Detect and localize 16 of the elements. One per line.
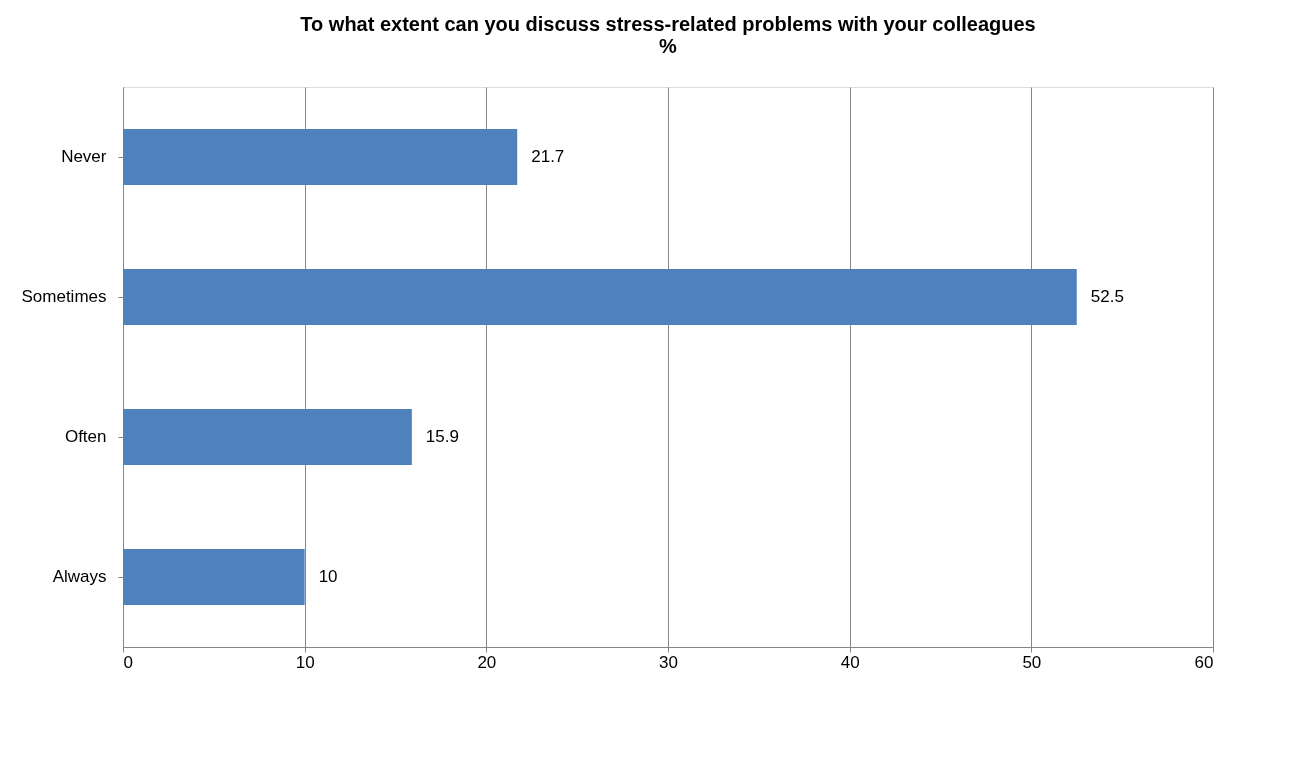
x-tick-label: 40 — [840, 652, 860, 672]
x-tick-label: 20 — [477, 652, 497, 672]
data-label: 10 — [318, 567, 338, 586]
y-tick-label: Never — [61, 147, 107, 166]
y-tick-label: Sometimes — [21, 287, 107, 306]
x-tick-label: 0 — [123, 652, 133, 672]
data-label: 21.7 — [531, 147, 565, 166]
data-label: 15.9 — [425, 427, 459, 446]
chart-title: To what extent can you discuss stress-related problems with your colleagues % — [300, 13, 1036, 57]
y-tick-label: Often — [64, 427, 107, 446]
data-label: 52.5 — [1090, 287, 1124, 306]
y-tick-label: Always — [52, 567, 107, 586]
x-tick-label: 30 — [659, 652, 678, 672]
x-tick-label: 10 — [295, 652, 315, 672]
x-tick-label: 60 — [1194, 652, 1214, 672]
x-tick-label: 50 — [1022, 652, 1042, 672]
